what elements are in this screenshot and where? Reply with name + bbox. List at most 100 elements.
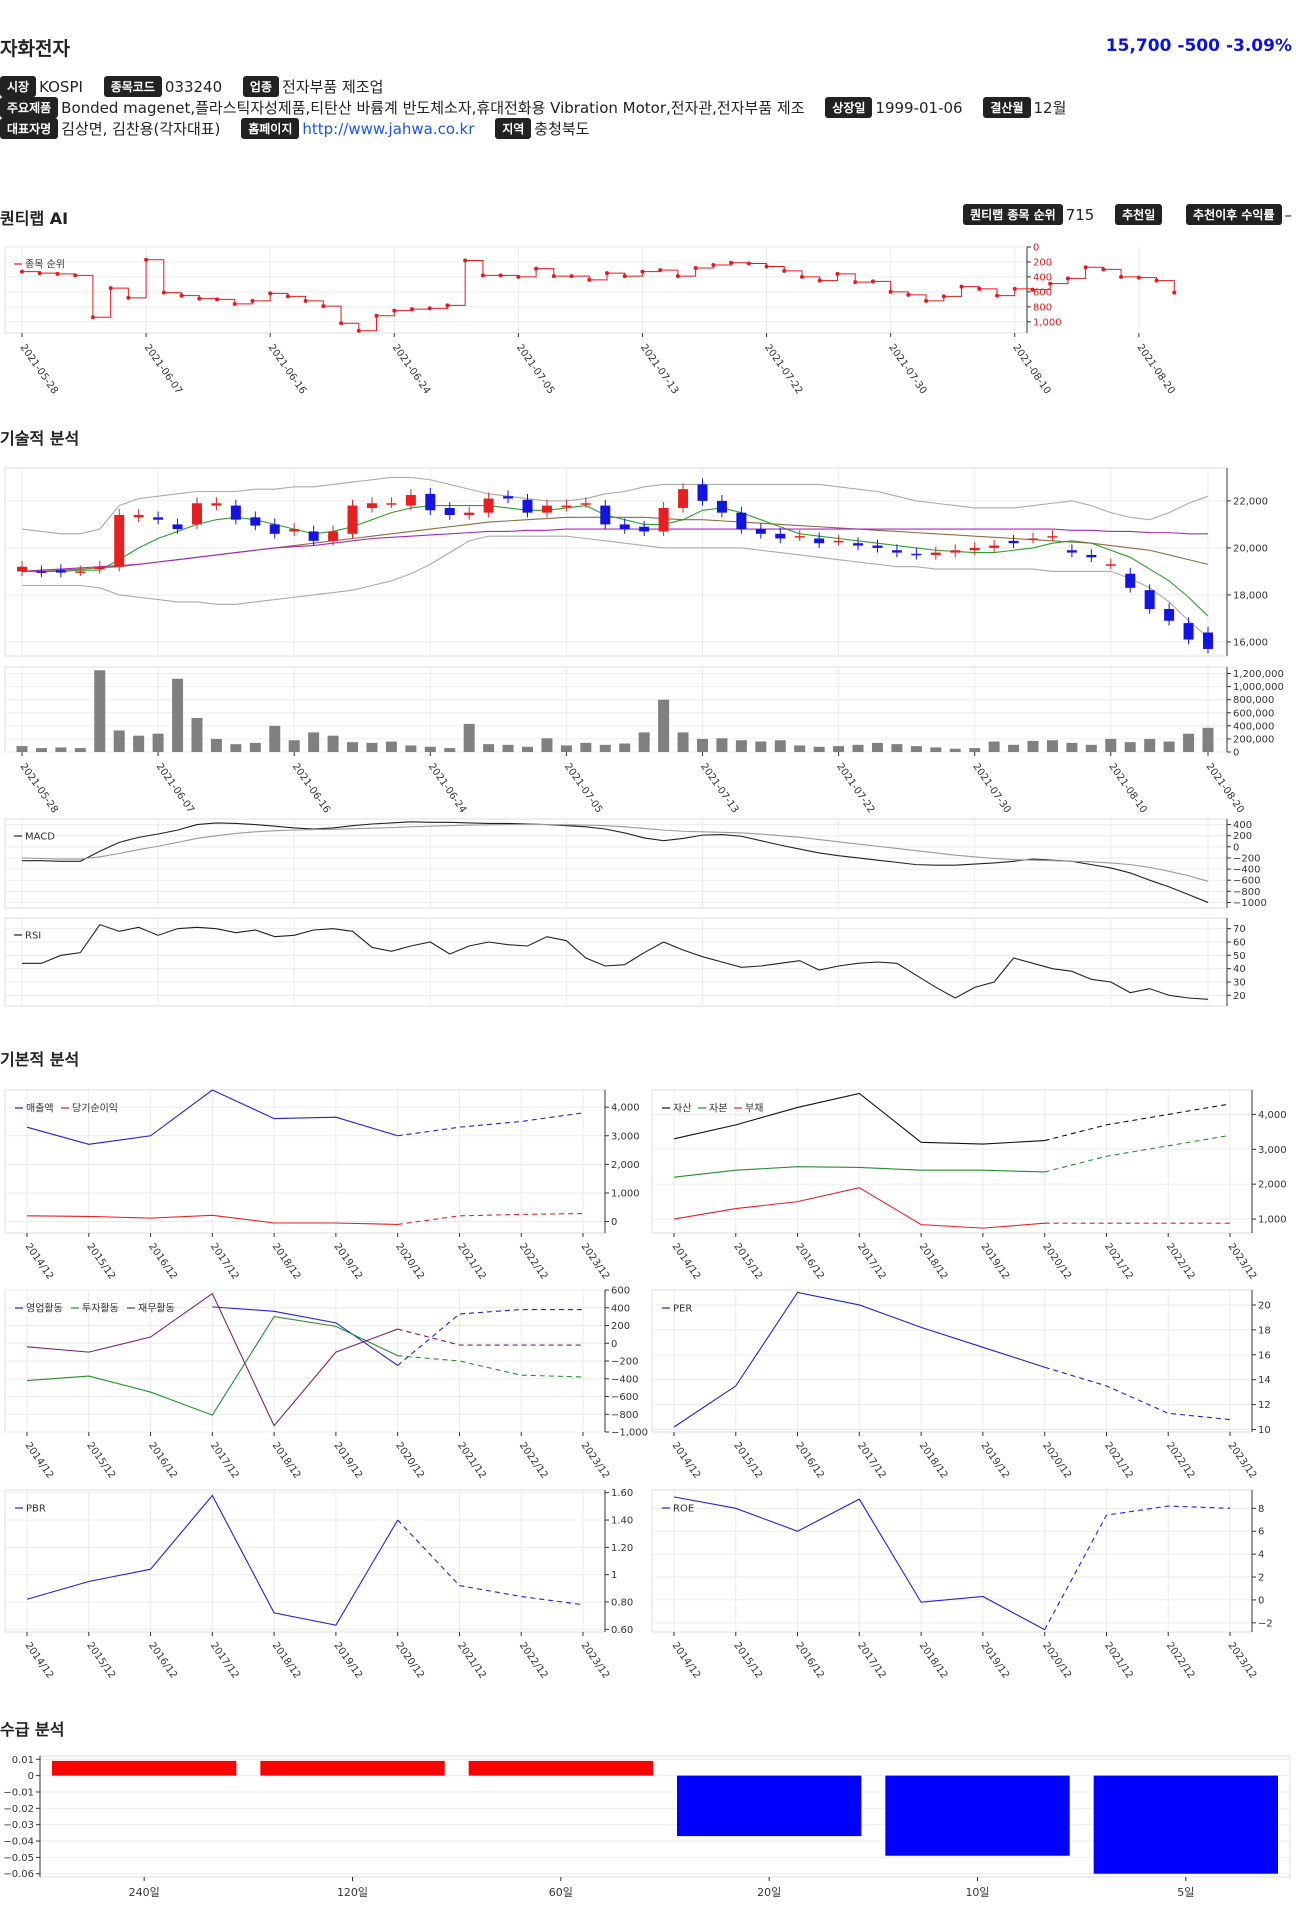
roe-xtick-label: 2023/12 — [1226, 1640, 1259, 1680]
volume-bar — [1105, 738, 1117, 752]
rank-point — [1083, 265, 1088, 270]
rank-xtick-label: 2021-07-22 — [762, 342, 804, 396]
volume-xtick-label: 2021-07-22 — [834, 761, 876, 815]
balance-자본 — [673, 1166, 1045, 1178]
homepage-badge: 홈페이지 — [241, 118, 300, 139]
volume-bar — [1027, 740, 1039, 752]
candle-body — [1144, 590, 1155, 609]
candle-body — [561, 505, 572, 508]
cashflow-영업활동-forecast — [397, 1308, 583, 1366]
rank-point — [675, 274, 680, 279]
rank-point — [356, 328, 361, 333]
volume-bar — [1124, 742, 1136, 752]
cashflow-ytick-label: −600 — [611, 1392, 638, 1403]
candle-body — [1066, 550, 1077, 553]
rank-point — [835, 271, 840, 276]
rank-point — [73, 273, 78, 278]
pbr-frame — [4, 1489, 606, 1633]
macd-MACD — [22, 821, 1209, 903]
candle-body — [755, 529, 766, 534]
fiscal-value: 12월 — [1033, 99, 1067, 117]
info-row-1: 시장 KOSPI 종목코드 033240 업종 전자부품 제조업 — [0, 76, 399, 97]
volume-bar — [308, 732, 320, 752]
candle-body — [153, 517, 164, 520]
sales_income-xtick-label: 2018/12 — [270, 1241, 303, 1281]
rank-point — [339, 321, 344, 326]
volume-bar — [385, 741, 397, 752]
rank-point — [1065, 276, 1070, 281]
rank-point — [551, 274, 556, 279]
pbr-xtick-label: 2020/12 — [393, 1640, 426, 1680]
volume-bar — [35, 748, 47, 752]
volume-bar — [716, 738, 728, 752]
cashflow-ytick-label: −200 — [611, 1357, 638, 1368]
sales_income-xtick-label: 2023/12 — [579, 1241, 612, 1281]
sales_income-ytick-label: 0 — [611, 1217, 617, 1228]
roe-xtick-label: 2015/12 — [731, 1640, 764, 1680]
volume-bar — [1202, 727, 1214, 752]
rank-point — [959, 284, 964, 289]
volume-ytick-label: 200,000 — [1233, 734, 1274, 745]
pbr-xtick-label: 2016/12 — [146, 1640, 179, 1680]
rank-point — [20, 269, 24, 274]
cashflow-xtick-label: 2015/12 — [84, 1440, 117, 1480]
volume-bar — [1085, 744, 1097, 752]
volume-bar — [677, 732, 689, 752]
candle-body — [483, 498, 494, 513]
pbr-ytick-label: 1 — [611, 1570, 617, 1581]
industry-value: 전자부품 제조업 — [282, 78, 384, 96]
code-badge: 종목코드 — [103, 76, 162, 97]
sales_income-ytick-label: 1,000 — [611, 1188, 640, 1199]
rank-point — [800, 274, 804, 279]
rank-xtick-label: 2021-07-13 — [638, 342, 680, 396]
price-ytick-label: 22,000 — [1233, 496, 1268, 507]
rank-point — [37, 271, 42, 276]
rank-point — [569, 274, 574, 279]
rank-point — [321, 304, 326, 309]
cashflow-ytick-label: −800 — [611, 1410, 638, 1421]
pbr-PBR — [26, 1494, 399, 1626]
supply-xtick-label: 240일 — [129, 1885, 160, 1899]
cashflow-xtick-label: 2023/12 — [579, 1440, 612, 1480]
homepage-link[interactable]: http://www.jahwa.co.kr — [302, 120, 475, 138]
volume-bar — [347, 742, 359, 752]
rank-point — [90, 315, 95, 320]
volume-bar — [541, 738, 553, 752]
candle-body — [250, 517, 261, 526]
supply-ytick-label: −0.01 — [3, 1787, 34, 1798]
sales_income-xtick-label: 2022/12 — [517, 1241, 550, 1281]
macd-ytick-label: 0 — [1233, 842, 1239, 853]
rank-ytick-label: 600 — [1033, 287, 1052, 298]
volume-bar — [755, 741, 767, 752]
rank-point — [817, 278, 822, 283]
volume-bar — [230, 744, 242, 752]
balance-xtick-label: 2022/12 — [1164, 1241, 1197, 1281]
rank-point — [622, 274, 627, 279]
quantilab-summary: 퀀티랩 종목 순위 715 추천일 추천이후 수익률 – — [963, 204, 1292, 225]
candle-body — [503, 496, 514, 499]
macd-frame — [4, 818, 1228, 909]
volume-bar — [463, 723, 475, 752]
rank-point — [126, 295, 131, 300]
balance-legend-label: 자본 — [709, 1103, 727, 1115]
roe-xtick-label: 2018/12 — [917, 1640, 950, 1680]
volume-bar — [172, 678, 184, 752]
supply-bar — [885, 1775, 1070, 1856]
cashflow-legend-label: 영업활동 — [26, 1302, 63, 1315]
volume-bar — [969, 748, 981, 752]
pbr-xtick-label: 2019/12 — [331, 1640, 364, 1680]
volume-xtick-label: 2021-08-10 — [1106, 761, 1148, 815]
rank-point — [250, 298, 255, 303]
balance-xtick-label: 2017/12 — [855, 1241, 888, 1281]
volume-bar — [1066, 742, 1078, 752]
volume-bar — [638, 732, 650, 752]
balance-legend-label: 자산 — [673, 1103, 691, 1115]
volume-bar — [113, 730, 125, 752]
candle-body — [1183, 623, 1194, 640]
rank-point — [995, 293, 999, 298]
candle-body — [405, 495, 416, 506]
volume-xtick-label: 2021-07-30 — [970, 761, 1012, 815]
balance-ytick-label: 4,000 — [1258, 1110, 1287, 1121]
listed-badge: 상장일 — [825, 97, 873, 118]
candle-body — [716, 500, 727, 513]
